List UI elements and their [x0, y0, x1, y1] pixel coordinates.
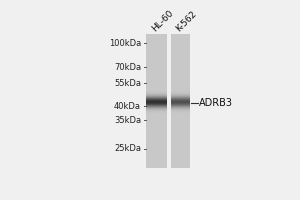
Text: 35kDa: 35kDa: [114, 116, 141, 125]
Text: 70kDa: 70kDa: [114, 63, 141, 72]
Text: ADRB3: ADRB3: [199, 98, 233, 108]
Bar: [146, 34, 167, 168]
Text: HL-60: HL-60: [150, 8, 175, 33]
Text: 55kDa: 55kDa: [114, 79, 141, 88]
Text: 25kDa: 25kDa: [114, 144, 141, 153]
Bar: [171, 34, 190, 168]
Text: K-562: K-562: [174, 9, 198, 33]
Text: 100kDa: 100kDa: [109, 39, 141, 48]
Text: 40kDa: 40kDa: [114, 102, 141, 111]
